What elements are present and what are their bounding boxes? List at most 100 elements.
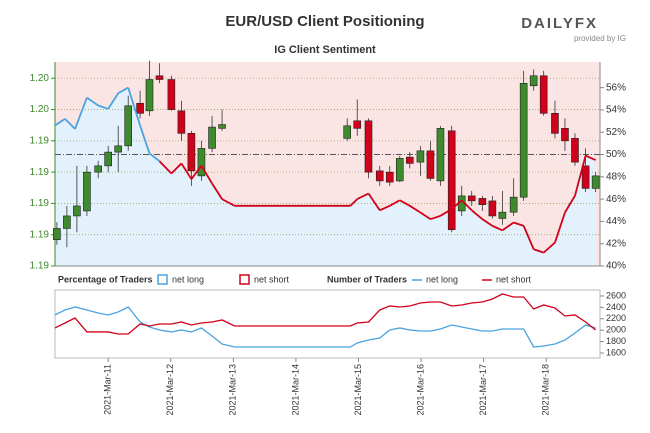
y-tick-label: 1.19 <box>30 229 50 240</box>
sentiment-line <box>349 198 358 207</box>
legend-swatch <box>239 274 250 285</box>
sentiment-line <box>97 104 109 110</box>
sentiment-line <box>190 165 203 180</box>
candle-body <box>519 82 528 198</box>
candle-body <box>529 75 538 87</box>
sentiment-line <box>64 118 76 130</box>
legend-label: net short <box>496 274 532 284</box>
candle-body <box>167 79 176 110</box>
sentiment-line <box>107 92 119 110</box>
candle-body <box>218 124 226 129</box>
candle-body <box>478 198 487 205</box>
candle-body <box>114 145 122 153</box>
y-tick-label: 1.20 <box>30 104 50 115</box>
candle-body <box>73 205 81 217</box>
candle-body <box>436 128 445 182</box>
y2-tick-label: 54% <box>606 105 626 116</box>
sentiment-line <box>419 211 431 220</box>
sentiment-line <box>74 97 88 130</box>
candle-body <box>375 170 384 182</box>
chart-title: EUR/USD Client Positioning <box>225 13 424 30</box>
sentiment-line <box>471 209 483 220</box>
sentiment-line <box>139 125 151 154</box>
sentiment-line <box>585 154 596 161</box>
candle-body <box>416 150 425 163</box>
legend-label: net short <box>254 274 290 284</box>
candle-body <box>343 125 352 139</box>
sentiment-line <box>564 195 576 213</box>
sentiment-line <box>409 205 421 214</box>
logo: DAILYFX <box>521 15 598 32</box>
candle-body <box>551 113 559 134</box>
sentiment-line <box>389 199 401 207</box>
candle-body <box>187 133 196 172</box>
candle-body <box>53 228 61 241</box>
sentiment-line <box>522 225 535 250</box>
sentiment-line <box>554 212 566 243</box>
legend-swatch <box>157 274 168 285</box>
sentiment-line <box>399 199 411 207</box>
y2-tick-label: 56% <box>606 82 626 93</box>
candle-body <box>145 79 154 112</box>
candle-body <box>83 171 91 212</box>
long-area <box>55 87 596 266</box>
legend-title: Percentage of Traders <box>58 274 153 284</box>
sentiment-line <box>158 160 173 175</box>
y2-tick-label: 40% <box>606 261 626 272</box>
legend-label: net long <box>426 274 458 284</box>
x-tick-label: 2021-Mar-15 <box>353 364 363 416</box>
panel <box>54 289 601 359</box>
sentiment-line <box>367 193 381 211</box>
sentiment-line <box>533 248 544 254</box>
x-tick-label: 2021-Mar-11 <box>103 364 113 415</box>
sentiment-line <box>127 87 141 126</box>
candle-body <box>561 128 569 142</box>
sentiment-line <box>379 204 391 212</box>
x-tick-label: 2021-Mar-18 <box>541 364 551 416</box>
candle-body <box>447 130 456 231</box>
candle-body <box>155 75 164 80</box>
sentiment-line <box>356 192 369 200</box>
y2-tick-label: 48% <box>606 171 626 182</box>
y-tick-label: 1.20 <box>30 73 50 84</box>
y-tick-label: 1.19 <box>30 167 50 178</box>
sentiment-line <box>54 118 66 127</box>
sentiment-line <box>148 152 161 162</box>
candle-body <box>498 211 507 219</box>
sentiment-line <box>86 96 99 107</box>
y2-tick-label: 46% <box>606 194 626 205</box>
y2-tick-label: 1800 <box>606 336 626 346</box>
y2-tick-label: 42% <box>606 238 626 249</box>
x-tick-label: 2021-Mar-12 <box>165 364 175 416</box>
sentiment-line <box>200 165 213 184</box>
candle-body <box>591 175 600 189</box>
candle-body <box>405 156 414 164</box>
candle-body <box>395 158 404 182</box>
candle-body <box>509 196 518 213</box>
sentiment-line <box>180 162 193 180</box>
sentiment-line <box>461 199 473 211</box>
y-tick-label: 1.19 <box>30 198 50 209</box>
candle-body <box>136 103 144 114</box>
sentiment-line <box>543 241 556 254</box>
sentiment-line <box>117 86 129 94</box>
y-tick-label: 1.19 <box>30 135 50 146</box>
y2-tick-label: 50% <box>606 149 626 160</box>
y2-tick-label: 2400 <box>606 302 626 312</box>
legend-title: Number of Traders <box>327 274 407 284</box>
x-tick-label: 2021-Mar-14 <box>290 364 300 416</box>
y-tick-label: 1.19 <box>30 261 50 272</box>
candle-body <box>177 110 186 134</box>
sentiment-line <box>439 208 453 217</box>
logo-note: provided by IG <box>574 34 626 43</box>
candle-body <box>124 105 133 147</box>
x-tick-label: 2021-Mar-13 <box>228 364 238 416</box>
candle-body <box>385 171 394 183</box>
chart-subtitle: IG Client Sentiment <box>274 44 376 56</box>
x-tick-label: 2021-Mar-17 <box>478 364 488 416</box>
candle-body <box>94 165 102 173</box>
sentiment-line <box>574 155 587 197</box>
candle-body <box>364 120 373 173</box>
x-tick-label: 2021-Mar-16 <box>415 364 425 416</box>
candle-body <box>467 195 476 202</box>
